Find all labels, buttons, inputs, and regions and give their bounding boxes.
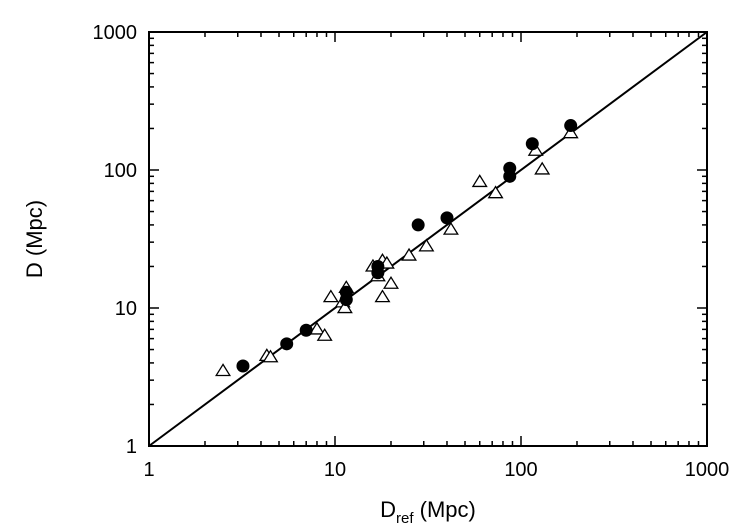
- circle-point: [299, 323, 313, 337]
- triangle-point: [322, 289, 339, 303]
- triangle-point: [401, 247, 418, 261]
- y-tick-label: 1000: [93, 22, 138, 44]
- circle-point: [280, 337, 294, 351]
- triangle-point: [383, 275, 399, 289]
- triangle-point: [487, 185, 504, 199]
- plot-frame: [148, 31, 708, 447]
- one-to-one-line: [148, 31, 708, 447]
- axis-ticks: [148, 31, 708, 447]
- circle-point: [339, 285, 353, 299]
- triangle-point: [471, 174, 488, 188]
- x-tick-label: 1000: [685, 459, 730, 481]
- x-axis-label-sub: ref: [396, 510, 414, 525]
- x-axis-label: Dref (Mpc): [380, 497, 476, 525]
- triangle-point: [262, 349, 279, 363]
- circle-point: [440, 211, 454, 225]
- triangle-point: [534, 161, 551, 175]
- circle-point: [236, 359, 250, 373]
- x-tick-label: 10: [324, 459, 346, 481]
- circle-point: [411, 218, 425, 232]
- circle-point: [371, 259, 385, 273]
- tick-labels: 1 10 100 1000 1 10 100 1000: [93, 22, 730, 481]
- circle-point: [503, 161, 517, 175]
- y-tick-label: 100: [104, 160, 137, 182]
- triangle-point: [316, 327, 333, 341]
- triangle-point: [418, 238, 435, 252]
- triangle-point: [308, 321, 325, 335]
- triangle-point: [336, 300, 353, 314]
- triangle-series: [215, 125, 579, 377]
- circle-series: [236, 119, 578, 373]
- circle-point: [525, 137, 539, 151]
- triangle-point: [442, 221, 459, 235]
- y-tick-label: 10: [115, 298, 137, 320]
- triangle-point: [562, 125, 579, 139]
- y-tick-label: 1: [126, 436, 137, 458]
- triangle-point: [374, 289, 391, 303]
- circle-point: [564, 119, 578, 133]
- x-tick-label: 1: [143, 459, 154, 481]
- x-axis-label-main: D: [380, 497, 396, 522]
- y-axis-label: D (Mpc): [22, 200, 47, 278]
- triangle-point: [215, 363, 232, 377]
- x-axis-label-unit: (Mpc): [414, 497, 476, 522]
- x-tick-label: 100: [504, 459, 537, 481]
